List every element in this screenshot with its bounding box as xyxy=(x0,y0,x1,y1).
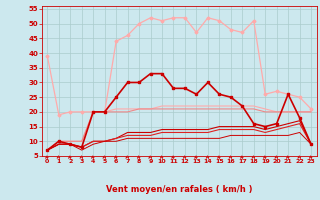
Text: Vent moyen/en rafales ( km/h ): Vent moyen/en rafales ( km/h ) xyxy=(106,184,252,194)
